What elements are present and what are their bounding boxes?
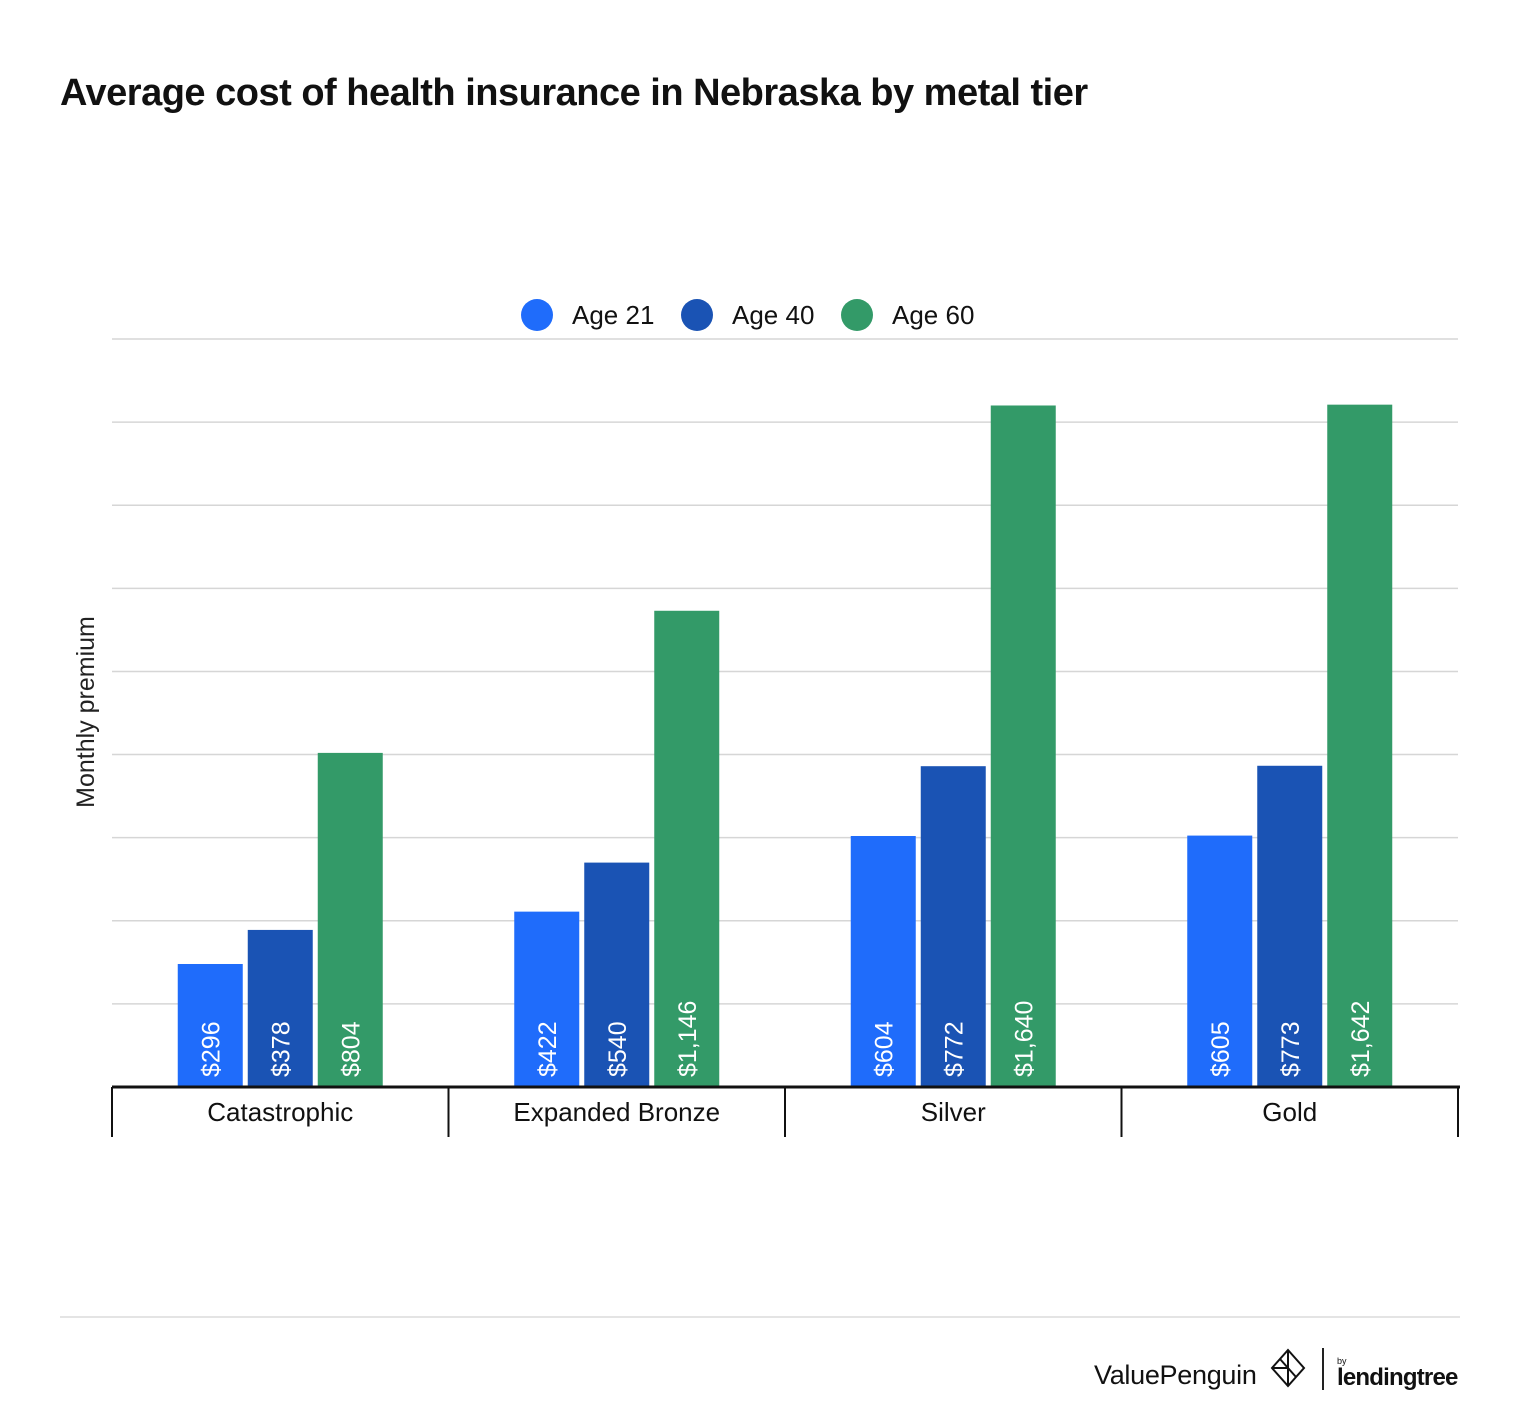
bar	[1327, 404, 1393, 1087]
y-axis-label: Monthly premium	[72, 616, 100, 808]
legend-marker	[521, 299, 553, 331]
legend-label: Age 40	[732, 300, 814, 330]
x-tick-label: Expanded Bronze	[513, 1097, 720, 1127]
legend-marker	[841, 299, 873, 331]
data-label: $1,146	[674, 1001, 702, 1077]
partner-name: lendingtree	[1337, 1364, 1458, 1391]
data-label: $604	[870, 1021, 898, 1077]
data-label: $422	[534, 1021, 562, 1077]
bar	[1187, 835, 1253, 1087]
data-label: $1,642	[1347, 1001, 1375, 1077]
x-tick-label: Gold	[1262, 1097, 1317, 1127]
legend-label: Age 21	[572, 300, 654, 330]
bar	[920, 766, 986, 1087]
data-label: $605	[1207, 1021, 1235, 1077]
data-label: $540	[604, 1021, 632, 1077]
data-label: $773	[1277, 1021, 1305, 1077]
x-tick-label: Silver	[921, 1097, 986, 1127]
brand-by-label: by	[1337, 1356, 1347, 1366]
brand-logo: ValuePenguin by lendingtree	[1094, 1346, 1464, 1394]
bar	[247, 929, 313, 1087]
data-label: $804	[337, 1021, 365, 1077]
bar	[584, 862, 650, 1087]
data-label: $296	[197, 1021, 225, 1077]
bar-chart: Monthly premium Age 21 Age 40 Age 60 $296 $37…	[72, 299, 1460, 1137]
legend-label: Age 60	[892, 300, 974, 330]
brand-divider	[1322, 1348, 1324, 1390]
bar	[654, 610, 720, 1087]
data-label: $1,640	[1010, 1001, 1038, 1077]
x-tick-label: Catastrophic	[207, 1097, 353, 1127]
footer-divider	[60, 1316, 1460, 1318]
bar	[990, 405, 1056, 1087]
brand-name: ValuePenguin	[1094, 1360, 1257, 1390]
bar	[177, 963, 243, 1087]
bar	[317, 752, 383, 1087]
valuepenguin-logo-icon	[1270, 1348, 1306, 1388]
data-label: $378	[267, 1021, 295, 1077]
legend-marker	[681, 299, 713, 331]
chart-title: Average cost of health insurance in Nebr…	[60, 72, 1088, 114]
bar	[514, 911, 580, 1087]
data-label: $772	[940, 1021, 968, 1077]
bar	[850, 836, 916, 1087]
bar	[1257, 765, 1323, 1087]
